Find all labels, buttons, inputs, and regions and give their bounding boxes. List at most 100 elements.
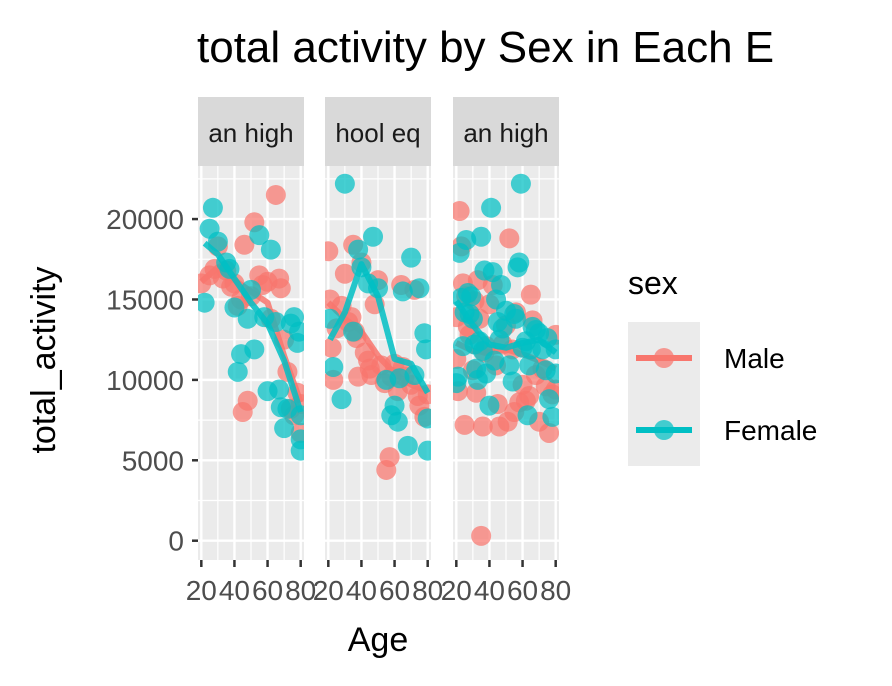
y-axis: 0 5000 10000 15000 20000: [106, 204, 198, 557]
legend: sex Male Female: [628, 265, 817, 466]
x-tick-label: 60: [379, 575, 410, 606]
chart-title: total activity by Sex in Each E: [197, 23, 774, 72]
data-point-male: [270, 278, 291, 299]
data-point-female: [502, 371, 523, 392]
data-point-male: [519, 385, 540, 406]
data-point-male: [234, 234, 255, 255]
data-point-female: [334, 173, 355, 194]
trend-line-female: [453, 299, 558, 355]
y-tick-label: 5000: [122, 445, 184, 476]
data-point-female: [519, 355, 540, 376]
facet-strip-label: an high: [463, 118, 548, 148]
x-tick-label: 40: [219, 575, 250, 606]
y-tick-label: 20000: [106, 204, 184, 235]
data-point-female: [414, 323, 431, 344]
x-tick-label: 80: [412, 575, 443, 606]
facet-strip-label: hool eq: [335, 118, 420, 148]
data-point-female: [290, 429, 304, 450]
legend-title: sex: [628, 265, 678, 301]
data-point-female: [481, 197, 502, 218]
data-point-male: [520, 284, 541, 305]
data-point-female: [325, 357, 344, 378]
data-point-female: [416, 339, 431, 360]
y-tick-label: 15000: [106, 284, 184, 315]
data-point-female: [505, 308, 526, 329]
trend-line-male: [326, 300, 429, 394]
data-point-female: [198, 292, 215, 313]
data-point-female: [510, 173, 531, 194]
legend-key-point-male: [654, 348, 674, 368]
data-point-female: [289, 321, 304, 342]
data-point-male: [379, 447, 400, 468]
series-female: [198, 197, 304, 461]
facet-panel-3: an high 20 40 60 80: [441, 97, 571, 606]
facet-panel-2: hool eq 20 40 60 80: [313, 97, 443, 606]
facet-strip-label: an high: [208, 118, 293, 148]
legend-label-male: Male: [724, 343, 785, 374]
data-point-female: [539, 389, 559, 410]
y-axis-title: total_activity: [25, 266, 63, 453]
facet-strip: [453, 97, 559, 166]
data-point-female: [227, 361, 248, 382]
x-tick-label: 20: [186, 575, 217, 606]
data-point-female: [456, 229, 477, 250]
data-point-female: [417, 408, 431, 429]
data-point-male: [334, 263, 355, 284]
data-point-male: [325, 337, 342, 358]
y-tick-label: 0: [168, 526, 184, 557]
x-tick-label: 20: [313, 575, 344, 606]
data-point-female: [397, 435, 418, 456]
x-tick-label: 40: [346, 575, 377, 606]
data-point-female: [545, 363, 559, 384]
y-tick-label: 10000: [106, 365, 184, 396]
data-point-male: [499, 228, 520, 249]
data-point-female: [499, 355, 520, 376]
data-point-female: [517, 405, 538, 426]
data-point-female: [331, 389, 352, 410]
data-point-male: [453, 201, 470, 222]
x-tick-label: 20: [441, 575, 472, 606]
data-point-female: [260, 239, 281, 260]
data-point-female: [237, 308, 258, 329]
data-point-female: [269, 379, 290, 400]
legend-key-point-female: [654, 420, 674, 440]
series-female: [453, 173, 559, 427]
data-point-female: [453, 366, 468, 387]
facet-strip: [325, 97, 431, 166]
data-point-female: [461, 286, 482, 307]
data-point-female: [274, 418, 295, 439]
data-point-female: [417, 440, 431, 461]
x-tick-label: 80: [285, 575, 316, 606]
data-point-female: [348, 239, 369, 260]
x-tick-label: 80: [540, 575, 571, 606]
data-point-female: [509, 252, 530, 273]
trend-line-female: [202, 240, 304, 413]
x-axis-title: Age: [348, 621, 409, 659]
data-point-male: [325, 241, 339, 262]
data-point-female: [392, 281, 413, 302]
data-point-male: [471, 525, 492, 546]
data-point-female: [542, 406, 559, 427]
data-point-female: [471, 226, 492, 247]
trend-line-female: [327, 261, 431, 395]
data-point-female: [491, 275, 512, 296]
data-point-female: [409, 278, 430, 299]
x-tick-label: 60: [507, 575, 538, 606]
data-point-female: [249, 225, 270, 246]
legend-label-female: Female: [724, 415, 817, 446]
facet-strip: [198, 97, 304, 166]
data-point-male: [265, 184, 286, 205]
data-point-female: [363, 226, 384, 247]
data-point-male: [237, 390, 258, 411]
data-point-female: [479, 395, 500, 416]
x-tick-label: 60: [252, 575, 283, 606]
data-point-female: [384, 395, 405, 416]
data-point-female: [387, 411, 408, 432]
data-point-female: [224, 297, 245, 318]
data-point-female: [202, 197, 223, 218]
data-point-male: [454, 414, 475, 435]
series-female: [325, 173, 431, 461]
facet-panel-1: an high 20 40 60 80: [186, 97, 316, 606]
